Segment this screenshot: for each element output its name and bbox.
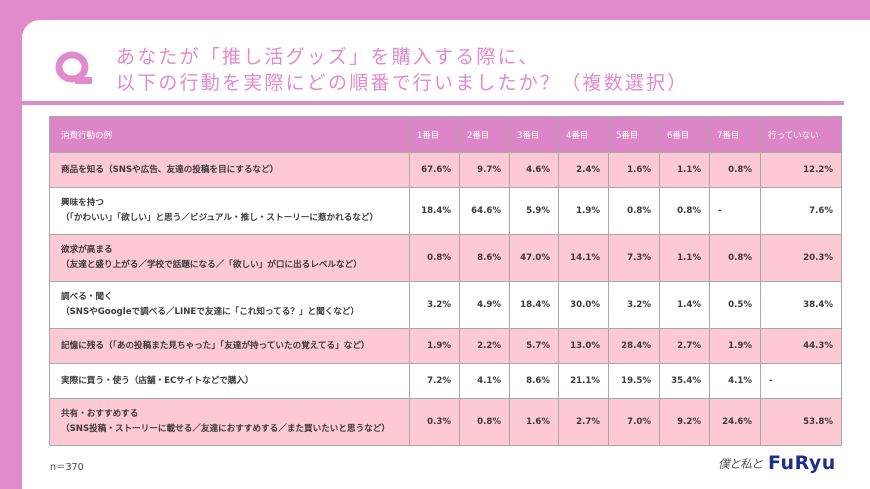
cell-rank-1: 0.3% xyxy=(409,398,460,446)
table-row: 興味を持つ （「かわいい」「欲しい」と思う／ビジュアル・推し・ストーリーに惹かれ… xyxy=(49,187,842,235)
cell-rank-1: 1.9% xyxy=(409,328,460,364)
cell-rank-5: 3.2% xyxy=(608,281,660,329)
brand-logo: 僕と私と FuRyu xyxy=(718,452,836,474)
table-row: 商品を知る（SNSや広告、友達の投稿を目にするなど） 67.6% 9.7% 4.… xyxy=(49,152,842,188)
cell-rank-6: 0.8% xyxy=(659,187,710,235)
cell-rank-3: 5.7% xyxy=(509,328,559,364)
q-mark-icon xyxy=(55,51,92,84)
cell-not-done: 7.6% xyxy=(760,187,842,235)
cell-not-done: 53.8% xyxy=(760,398,842,446)
cell-rank-5: 7.0% xyxy=(608,398,660,446)
cell-rank-1: 3.2% xyxy=(409,281,460,329)
row-label: 共有・おすすめする （SNS投稿・ストーリーに載せる／友達におすすめする／また買… xyxy=(49,398,410,446)
cell-rank-7: 0.8% xyxy=(709,152,761,188)
question-line-2: 以下の行動を実際にどの順番で行いましたか？（複数選択） xyxy=(116,72,689,94)
column-header-rank-6: 6番目 xyxy=(659,116,710,153)
furyu-logo: FuRyu xyxy=(768,452,836,474)
row-label: 欲求が高まる （友達と盛り上がる／学校で話題になる／「欲しい」が口に出るレベルな… xyxy=(49,234,410,282)
cell-rank-5: 7.3% xyxy=(608,234,660,282)
question-line-1: あなたが「推し活グッズ」を購入する際に、 xyxy=(116,46,540,68)
cell-rank-7: 24.6% xyxy=(709,398,761,446)
cell-rank-5: 0.8% xyxy=(608,187,660,235)
cell-rank-3: 18.4% xyxy=(509,281,559,329)
cell-rank-3: 8.6% xyxy=(509,363,559,399)
results-table: 消費行動の例 1番目 2番目 3番目 4番目 5番目 6番目 7番目 行っていな… xyxy=(49,116,842,446)
cell-rank-1: 18.4% xyxy=(409,187,460,235)
cell-rank-6: 1.1% xyxy=(659,234,710,282)
cell-rank-6: 1.4% xyxy=(659,281,710,329)
table-row: 欲求が高まる （友達と盛り上がる／学校で話題になる／「欲しい」が口に出るレベルな… xyxy=(49,234,842,282)
column-header-behavior: 消費行動の例 xyxy=(49,116,410,153)
column-header-rank-3: 3番目 xyxy=(509,116,559,153)
table-row: 実際に買う・使う（店舗・ECサイトなどで購入） 7.2% 4.1% 8.6% 2… xyxy=(49,363,842,399)
cell-not-done: 12.2% xyxy=(760,152,842,188)
cell-rank-1: 67.6% xyxy=(409,152,460,188)
cell-rank-2: 2.2% xyxy=(459,328,510,364)
signature-logo: 僕と私と xyxy=(718,456,763,471)
row-label: 記憶に残る（「あの投稿また見ちゃった」「友達が持っていたの覚えてる」など） xyxy=(49,328,410,364)
cell-rank-1: 0.8% xyxy=(409,234,460,282)
cell-rank-7: - xyxy=(709,187,761,235)
column-header-rank-2: 2番目 xyxy=(459,116,510,153)
cell-rank-7: 1.9% xyxy=(709,328,761,364)
table-header-row: 消費行動の例 1番目 2番目 3番目 4番目 5番目 6番目 7番目 行っていな… xyxy=(49,116,842,153)
cell-rank-3: 4.6% xyxy=(509,152,559,188)
cell-rank-2: 64.6% xyxy=(459,187,510,235)
table-row: 共有・おすすめする （SNS投稿・ストーリーに載せる／友達におすすめする／また買… xyxy=(49,398,842,446)
cell-not-done: - xyxy=(760,363,842,399)
cell-rank-6: 9.2% xyxy=(659,398,710,446)
cell-not-done: 20.3% xyxy=(760,234,842,282)
row-label: 興味を持つ （「かわいい」「欲しい」と思う／ビジュアル・推し・ストーリーに惹かれ… xyxy=(49,187,410,235)
cell-rank-7: 4.1% xyxy=(709,363,761,399)
column-header-not-done: 行っていない xyxy=(760,116,842,153)
table-row: 記憶に残る（「あの投稿また見ちゃった」「友達が持っていたの覚えてる」など） 1.… xyxy=(49,328,842,364)
column-header-rank-1: 1番目 xyxy=(409,116,460,153)
column-header-rank-7: 7番目 xyxy=(709,116,761,153)
cell-rank-4: 14.1% xyxy=(558,234,609,282)
sample-size-note: n＝370 xyxy=(50,462,84,473)
cell-rank-2: 4.9% xyxy=(459,281,510,329)
cell-rank-4: 13.0% xyxy=(558,328,609,364)
title-divider xyxy=(22,101,844,105)
cell-rank-2: 8.6% xyxy=(459,234,510,282)
cell-rank-5: 19.5% xyxy=(608,363,660,399)
cell-not-done: 38.4% xyxy=(760,281,842,329)
cell-rank-1: 7.2% xyxy=(409,363,460,399)
cell-rank-3: 5.9% xyxy=(509,187,559,235)
cell-rank-5: 1.6% xyxy=(608,152,660,188)
row-label: 実際に買う・使う（店舗・ECサイトなどで購入） xyxy=(49,363,410,399)
cell-rank-6: 2.7% xyxy=(659,328,710,364)
cell-rank-3: 47.0% xyxy=(509,234,559,282)
cell-rank-4: 2.7% xyxy=(558,398,609,446)
cell-rank-4: 2.4% xyxy=(558,152,609,188)
table-row: 調べる・聞く （SNSやGoogleで調べる／LINEで友達に「これ知ってる？」… xyxy=(49,281,842,329)
cell-rank-3: 1.6% xyxy=(509,398,559,446)
cell-rank-6: 35.4% xyxy=(659,363,710,399)
cell-rank-7: 0.8% xyxy=(709,234,761,282)
row-label: 調べる・聞く （SNSやGoogleで調べる／LINEで友達に「これ知ってる？」… xyxy=(49,281,410,329)
row-label: 商品を知る（SNSや広告、友達の投稿を目にするなど） xyxy=(49,152,410,188)
question-title: あなたが「推し活グッズ」を購入する際に、 以下の行動を実際にどの順番で行いました… xyxy=(116,44,688,96)
cell-rank-2: 0.8% xyxy=(459,398,510,446)
cell-rank-2: 9.7% xyxy=(459,152,510,188)
cell-rank-6: 1.1% xyxy=(659,152,710,188)
column-header-rank-5: 5番目 xyxy=(608,116,660,153)
cell-rank-4: 1.9% xyxy=(558,187,609,235)
cell-rank-4: 21.1% xyxy=(558,363,609,399)
cell-rank-7: 0.5% xyxy=(709,281,761,329)
cell-rank-4: 30.0% xyxy=(558,281,609,329)
column-header-rank-4: 4番目 xyxy=(558,116,609,153)
cell-rank-2: 4.1% xyxy=(459,363,510,399)
cell-not-done: 44.3% xyxy=(760,328,842,364)
cell-rank-5: 28.4% xyxy=(608,328,660,364)
